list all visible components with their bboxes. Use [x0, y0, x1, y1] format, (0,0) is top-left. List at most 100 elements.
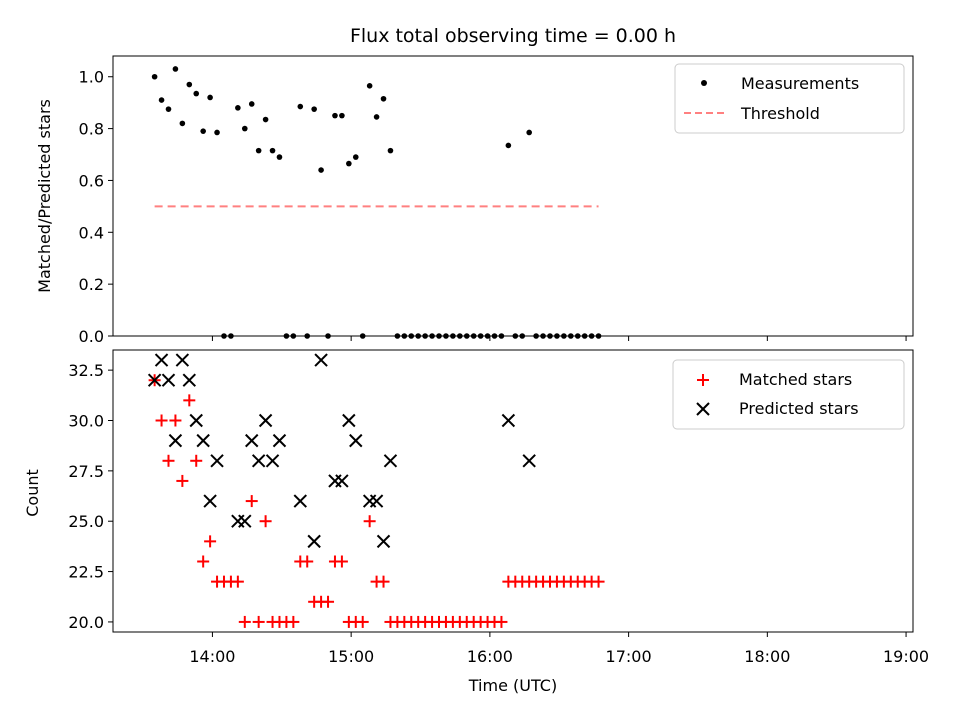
count-panel: 20.0 22.5 25.0 27.5 30.0 32.5 14:00 15:00 16:00… — [23, 349, 929, 695]
matched-stars-point — [169, 414, 182, 427]
count-y-tick-label: 20.0 — [68, 613, 104, 632]
matched-stars-point — [231, 575, 244, 588]
matched-legend-label: Matched stars — [739, 370, 852, 389]
measurements-point — [318, 167, 324, 173]
predicted-stars-point — [335, 474, 349, 488]
matched-stars-point — [197, 555, 210, 568]
measurements-point — [526, 129, 532, 136]
measurements-point — [276, 154, 283, 160]
ratio-legend-box — [674, 63, 905, 134]
measurements-point — [193, 90, 200, 97]
x-axis-label: Time (UTC) — [468, 676, 557, 695]
matched-stars-point — [259, 515, 272, 528]
ratio-y-tick-label: 0.2 — [79, 275, 104, 294]
ratio-y-tick-label: 1.0 — [79, 68, 104, 87]
ratio-y-tick-label: 0.6 — [79, 171, 104, 190]
predicted-stars-point — [501, 413, 516, 428]
predicted-stars-point — [245, 433, 259, 448]
matched-stars-point — [356, 615, 369, 628]
predicted-stars-point — [210, 454, 224, 468]
count-y-tick-label: 25.0 — [68, 512, 104, 531]
predicted-stars-point — [203, 494, 217, 508]
predicted-stars-point — [154, 353, 169, 367]
measurements-point — [186, 81, 193, 88]
predicted-stars-point — [238, 514, 252, 528]
measurements-point — [151, 73, 158, 80]
predicted-stars-point — [161, 373, 176, 387]
threshold-legend-label: Threshold — [740, 104, 820, 123]
measurements-point — [165, 106, 172, 112]
count-y-tick-label: 30.0 — [68, 412, 104, 431]
matched-stars-point — [495, 615, 508, 628]
x-tick-label: 16:00 — [467, 647, 513, 666]
ratio-y-tick-label: 0.0 — [79, 327, 104, 346]
x-tick-label: 17:00 — [606, 647, 652, 666]
matched-stars-point — [190, 454, 203, 467]
ratio-y-axis-label: Matched/Predicted stars — [35, 99, 54, 293]
matched-stars-point — [287, 615, 300, 628]
ratio-panel: 0.0 0.2 0.4 0.6 0.8 1.0 Matched/Predicted sta… — [35, 55, 914, 346]
x-tick-label: 14:00 — [189, 647, 235, 666]
predicted-stars-point — [147, 373, 162, 387]
measurements-point — [248, 101, 255, 107]
matched-stars-point — [363, 515, 376, 528]
predicted-legend-label: Predicted stars — [739, 399, 859, 418]
ratio-legend: Measurements Threshold — [674, 63, 905, 134]
measurements-point — [346, 160, 352, 167]
matched-stars-point — [155, 414, 168, 427]
predicted-stars-point — [314, 353, 328, 367]
predicted-stars-point — [265, 454, 280, 468]
predicted-stars-point — [307, 534, 321, 549]
count-y-ticks: 20.0 22.5 25.0 27.5 30.0 32.5 — [68, 361, 113, 632]
matched-stars-point — [322, 595, 335, 608]
predicted-stars-point — [349, 433, 363, 448]
measurements-point — [373, 114, 380, 120]
ratio-x-ticks — [211, 336, 907, 341]
matched-stars-point — [176, 474, 189, 487]
count-axes-frame — [112, 349, 914, 633]
matched-stars-point — [301, 555, 314, 568]
measurements-point — [158, 97, 165, 103]
count-y-tick-label: 22.5 — [68, 563, 104, 582]
matched-stars-point — [377, 575, 390, 588]
matched-stars-point — [592, 575, 605, 588]
count-y-tick-label: 32.5 — [68, 361, 104, 380]
matched-stars-point — [335, 555, 348, 568]
ratio-y-tick-label: 0.8 — [79, 120, 104, 139]
measurements-point — [241, 125, 248, 132]
predicted-stars-point — [196, 433, 210, 448]
x-tick-label: 18:00 — [744, 647, 790, 666]
predicted-stars-point — [251, 454, 266, 468]
chart-title: Flux total observing time = 0.00 h — [350, 25, 676, 47]
measurements-point — [297, 103, 304, 110]
predicted-stars-point — [369, 494, 384, 508]
predicted-stars-point — [383, 454, 398, 468]
measurements-legend-label: Measurements — [741, 74, 859, 93]
measurements-point — [179, 120, 186, 127]
ratio-y-ticks: 0.0 0.2 0.4 0.6 0.8 1.0 — [79, 68, 113, 346]
matched-stars-point — [183, 394, 196, 407]
measurements-point — [262, 116, 269, 123]
measurements-point — [214, 129, 220, 136]
predicted-stars-point — [189, 413, 203, 428]
matched-stars-point — [238, 615, 251, 628]
count-legend: Matched stars Predicted stars — [672, 359, 905, 430]
predicted-stars-point — [168, 433, 183, 448]
measurements-point — [200, 128, 206, 134]
count-x-ticks: 14:00 15:00 16:00 17:00 18:00 19:00 — [189, 632, 929, 666]
matched-stars-point — [252, 615, 265, 628]
predicted-stars-point — [342, 413, 356, 428]
predicted-stars-point — [272, 433, 287, 448]
measurements-point — [311, 106, 317, 112]
predicted-stars-point — [293, 494, 307, 508]
ratio-y-tick-label: 0.4 — [79, 223, 104, 242]
measurements-point — [269, 147, 276, 154]
count-legend-box — [672, 359, 905, 430]
predicted-stars-point — [182, 373, 197, 387]
measurements-point — [172, 66, 179, 72]
x-tick-label: 19:00 — [883, 647, 929, 666]
count-plot-area — [147, 353, 605, 628]
measurements-legend-marker — [701, 80, 707, 86]
measurements-point — [387, 147, 394, 154]
